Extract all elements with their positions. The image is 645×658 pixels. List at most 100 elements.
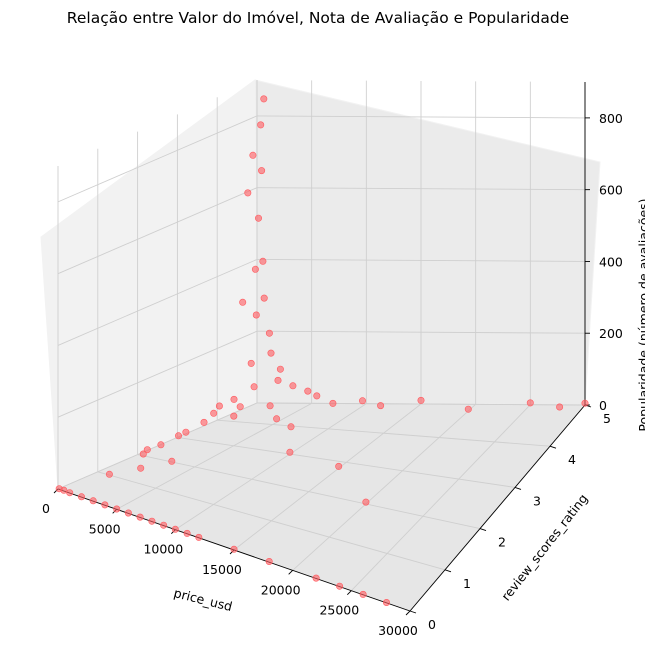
scatter-point — [258, 167, 266, 175]
y-tick-label: 4 — [568, 452, 576, 467]
scatter-point — [148, 517, 156, 525]
scatter-point — [464, 405, 472, 413]
x-tick-mark — [405, 610, 411, 616]
z-tick-label: 800 — [599, 111, 623, 126]
scatter-point — [274, 376, 282, 384]
y-tick-mark — [549, 445, 557, 449]
scatter-point — [526, 399, 534, 407]
scatter-point — [287, 423, 295, 431]
y-grid-floor — [217, 419, 551, 447]
scatter-point — [183, 529, 191, 537]
x-grid-floor — [233, 403, 422, 551]
z-grid-back — [256, 115, 586, 119]
scatter-point — [286, 448, 294, 456]
scatter-points — [55, 95, 589, 606]
scatter-point — [260, 95, 268, 103]
scatter-point — [335, 462, 343, 470]
scatter-point — [136, 513, 144, 521]
scatter-point — [247, 359, 255, 367]
z-tick-label: 200 — [599, 326, 623, 341]
scatter-point — [276, 365, 284, 373]
x-tick-label: 10000 — [143, 542, 183, 557]
scatter-point — [556, 403, 564, 411]
scatter-point — [304, 387, 312, 395]
x-tick-label: 25000 — [319, 603, 359, 618]
scatter-point — [66, 489, 74, 497]
scatter-point — [265, 329, 273, 337]
scatter-point — [105, 470, 113, 478]
scatter-point — [236, 403, 244, 411]
z-grid-left — [57, 402, 258, 490]
scatter-point — [168, 457, 176, 465]
y-tick-mark — [514, 486, 522, 490]
scatter-point — [267, 349, 275, 357]
z-grid-left — [57, 330, 258, 418]
z-tick-label: 600 — [599, 183, 623, 198]
scatter-point — [377, 402, 385, 410]
z-tick-label: 0 — [599, 398, 607, 413]
scatter-point — [289, 382, 297, 390]
y-tick-label: 3 — [533, 493, 541, 508]
z-grid-back — [256, 258, 586, 262]
x-tick-label: 20000 — [261, 582, 301, 597]
scatter-point — [250, 383, 258, 391]
y-tick-label: 0 — [428, 617, 436, 632]
scatter-point — [124, 509, 132, 517]
z-grid-left — [57, 115, 258, 203]
scatter-point — [195, 533, 203, 541]
scatter-point — [60, 486, 68, 494]
scatter-point — [101, 501, 109, 509]
scatter-point — [210, 409, 218, 417]
y-tick-label: 5 — [603, 411, 611, 426]
scatter-point — [362, 498, 370, 506]
scatter-point — [359, 590, 367, 598]
scatter-point — [89, 497, 97, 505]
scatter-point — [329, 399, 337, 407]
y-tick-mark — [479, 528, 487, 532]
scatter-point — [259, 257, 267, 265]
scatter-point — [230, 395, 238, 403]
y-axis-label: review_scores_rating — [498, 491, 590, 603]
scatter-point — [265, 557, 273, 565]
y-tick-mark — [444, 569, 452, 573]
x-tick-label: 5000 — [89, 521, 121, 536]
x-tick-mark — [347, 590, 352, 595]
scatter-point — [313, 392, 321, 400]
y-grid-floor — [177, 436, 516, 488]
scatter-point — [312, 574, 320, 582]
z-grid-back — [256, 330, 586, 334]
scatter-point — [266, 402, 274, 410]
scatter-point — [175, 432, 183, 440]
y-tick-label: 2 — [498, 535, 506, 550]
scatter-point — [137, 464, 145, 472]
scatter-point — [581, 399, 589, 407]
x-grid-floor — [175, 403, 367, 531]
scatter-point — [139, 450, 147, 458]
z-grid-back — [256, 187, 586, 191]
scatter-point — [260, 294, 268, 302]
scatter-point — [382, 598, 390, 606]
scatter-point — [336, 582, 344, 590]
y-grid-floor — [137, 454, 481, 530]
scatter-point — [252, 311, 260, 319]
grid-lines — [57, 80, 586, 612]
x-tick-label: 30000 — [378, 623, 418, 638]
scatter-point — [160, 521, 168, 529]
scatter-point — [143, 446, 151, 454]
scatter-point — [200, 418, 208, 426]
x-axis-label: price_usd — [172, 585, 234, 614]
scatter-point — [417, 396, 425, 404]
x-tick-label: 0 — [42, 501, 50, 516]
z-grid-left — [57, 187, 258, 275]
x-tick-mark — [288, 570, 293, 575]
scatter-point — [78, 493, 86, 501]
scatter-point — [249, 151, 257, 159]
scatter-point — [251, 265, 259, 273]
scatter-point — [215, 402, 223, 410]
scatter-point — [171, 525, 179, 533]
scatter-point — [182, 428, 190, 436]
scatter-point — [157, 441, 165, 449]
scatter-point — [239, 298, 247, 306]
